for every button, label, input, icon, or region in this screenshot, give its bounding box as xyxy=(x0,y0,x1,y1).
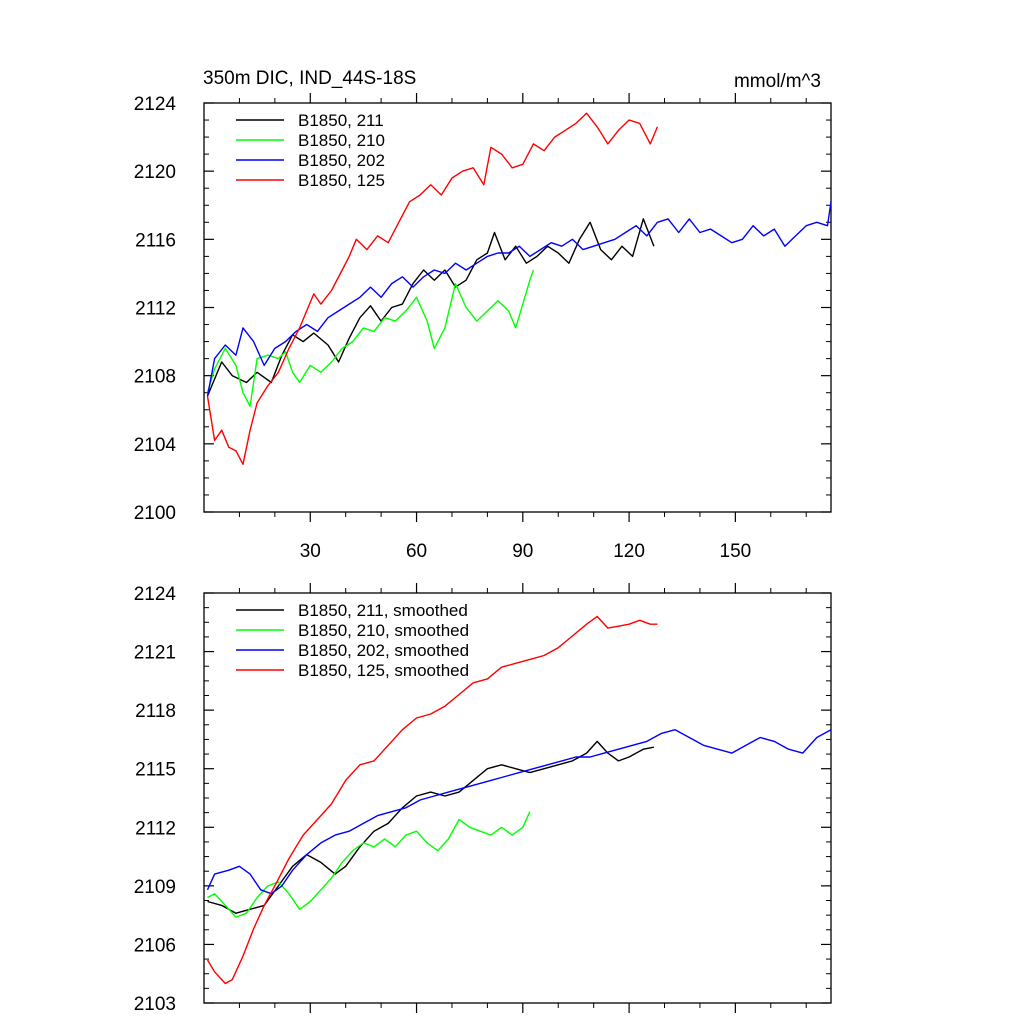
legend-label: B1850, 202, smoothed xyxy=(298,641,469,660)
legend-label: B1850, 211 xyxy=(298,111,384,130)
y-tick-label: 2112 xyxy=(135,299,176,320)
y-tick-label: 2112 xyxy=(135,818,176,839)
chart-title: 350m DIC, IND_44S-18S xyxy=(203,68,416,89)
x-tick-label: 120 xyxy=(613,541,645,562)
y-tick-label: 2104 xyxy=(134,435,177,456)
y-tick-label: 2118 xyxy=(135,701,176,722)
y-tick-label: 2108 xyxy=(134,367,176,388)
panel-bottom: 2103 2106 2109 2112 2115 2118 2121 2124 B1850, 2… xyxy=(134,583,832,1015)
y-tick-label: 2103 xyxy=(134,994,176,1015)
legend-label: B1850, 125 xyxy=(298,171,385,190)
x-tick-label: 30 xyxy=(300,541,321,562)
legend-label: B1850, 202 xyxy=(298,151,385,170)
x-tick-label: 60 xyxy=(406,541,427,562)
y-tick-label: 2120 xyxy=(134,162,176,183)
y-tick-label: 2106 xyxy=(134,935,176,956)
x-tick-label: 90 xyxy=(512,541,533,562)
x-tick-label: 150 xyxy=(720,541,752,562)
legend-label: B1850, 211, smoothed xyxy=(298,601,468,620)
series-line-2 xyxy=(206,201,832,397)
y-tick-label: 2109 xyxy=(134,877,176,898)
series-line-3 xyxy=(206,112,659,465)
y-tick-label: 2115 xyxy=(135,760,176,781)
series-line-1 xyxy=(206,269,535,407)
y-tick-label: 2124 xyxy=(134,584,177,605)
y-tick-label: 2116 xyxy=(135,230,176,251)
series-line-0 xyxy=(206,218,655,397)
series-line-1 xyxy=(207,811,531,918)
series-line-3 xyxy=(206,615,658,985)
legend-label: B1850, 210, smoothed xyxy=(298,621,469,640)
legend-label: B1850, 125, smoothed xyxy=(298,661,469,680)
legend-label: B1850, 210 xyxy=(298,131,385,150)
series-line-2 xyxy=(206,729,832,895)
series-line-0 xyxy=(207,740,655,914)
y-tick-label: 2121 xyxy=(134,643,176,664)
y-tick-label: 2100 xyxy=(134,503,176,524)
units-label: mmol/m^3 xyxy=(734,71,821,92)
y-tick-label: 2124 xyxy=(134,94,177,115)
panel-top: 350m DIC, IND_44S-18S mmol/m^3 2100 2104 2… xyxy=(134,68,832,562)
